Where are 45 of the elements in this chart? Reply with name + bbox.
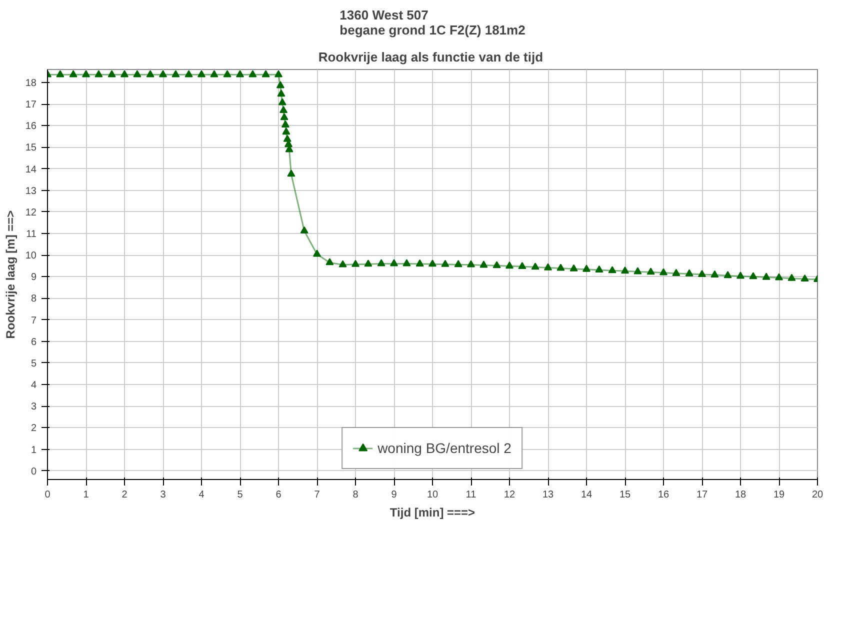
x-tick-label: 1 [83, 490, 90, 500]
x-tick-label: 7 [314, 490, 320, 500]
y-tick-label: 5 [30, 358, 37, 370]
x-tick-label: 10 [426, 490, 438, 500]
x-tick-label: 8 [352, 490, 359, 500]
x-tick-label: 4 [198, 490, 205, 500]
chart-subtitle: Rookvrije laag als functie van de tijd [318, 50, 544, 64]
y-tick-label: 4 [30, 380, 37, 392]
y-tick-label: 17 [25, 100, 37, 111]
x-tick-label: 16 [658, 490, 670, 500]
x-tick-label: 5 [237, 490, 244, 500]
y-tick-label: 0 [30, 466, 37, 478]
x-tick-label: 18 [734, 490, 746, 500]
y-axis-title: Rookvrije laag [m] ==> [3, 210, 18, 339]
x-tick-label: 19 [773, 490, 785, 500]
x-tick-label: 12 [504, 490, 516, 500]
x-tick-label: 2 [122, 490, 128, 500]
y-tick-label: 7 [30, 315, 37, 326]
y-tick-label: 2 [30, 423, 37, 434]
x-tick-label: 3 [160, 490, 166, 500]
y-tick-label: 18 [25, 78, 37, 89]
y-tick-label: 6 [30, 336, 37, 348]
y-tick-label: 3 [30, 402, 37, 413]
y-tick-label: 10 [25, 250, 37, 262]
y-tick-label: 9 [30, 272, 37, 284]
y-tick-label: 1 [30, 444, 37, 456]
x-tick-label: 11 [466, 490, 477, 500]
x-tick-label: 13 [542, 490, 554, 500]
x-tick-label: 9 [391, 490, 398, 500]
x-tick-label: 17 [696, 490, 708, 500]
y-tick-label: 14 [25, 164, 37, 176]
x-axis-title: Tijd [min] ===> [390, 506, 476, 520]
y-tick-label: 12 [25, 207, 37, 218]
y-tick-label: 16 [25, 121, 37, 132]
y-tick-label: 8 [30, 294, 37, 305]
y-tick-label: 11 [26, 229, 37, 240]
y-tick-label: 15 [25, 142, 37, 154]
x-tick-label: 0 [44, 490, 51, 500]
x-tick-label: 20 [812, 490, 824, 500]
x-tick-label: 15 [619, 490, 631, 500]
x-tick-label: 14 [580, 490, 592, 500]
legend-label: woning BG/entresol 2 [378, 440, 512, 456]
y-tick-label: 13 [25, 186, 37, 197]
chart-title: 1360 West 507 begane grond 1C F2(Z) 181m2 [340, 8, 526, 38]
x-tick-label: 6 [276, 490, 282, 500]
